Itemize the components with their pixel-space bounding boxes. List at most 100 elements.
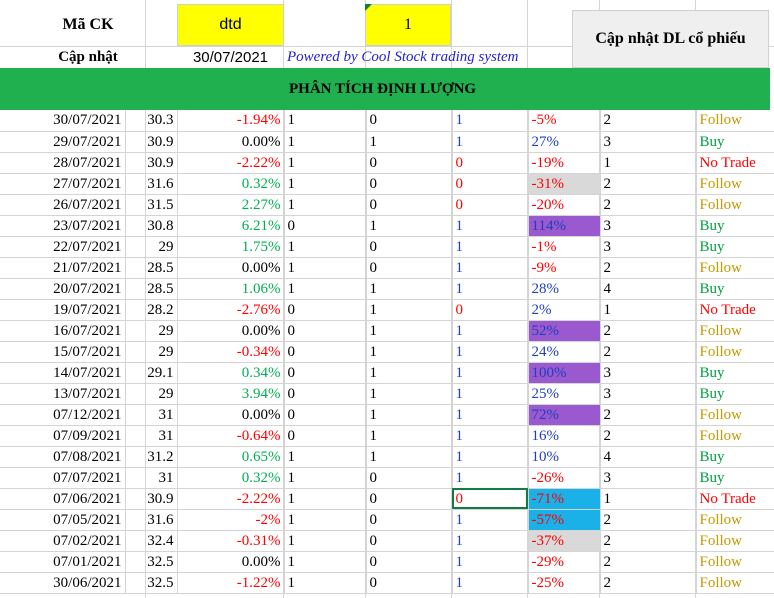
flag-c-cell[interactable]: 1 <box>452 509 529 531</box>
flag-b-cell[interactable]: 0 <box>366 530 453 552</box>
change-cell[interactable]: 0.65% <box>177 446 285 468</box>
date-cell[interactable]: 30/07/2021 <box>0 110 126 132</box>
flag-b-cell[interactable]: 1 <box>366 362 453 384</box>
signal-cell[interactable]: No Trade <box>696 152 774 174</box>
flag-b-cell[interactable]: 1 <box>366 341 453 363</box>
price-cell[interactable]: 30.9 <box>125 131 178 153</box>
pct-cell[interactable]: -29% <box>528 551 601 573</box>
change-cell[interactable]: 0.32% <box>177 467 285 489</box>
date-cell[interactable]: 07/12/2021 <box>0 404 126 426</box>
price-cell[interactable]: 32.5 <box>125 572 178 594</box>
price-cell[interactable]: 31.5 <box>125 194 178 216</box>
price-cell[interactable]: 32.4 <box>125 530 178 552</box>
flag-b-cell[interactable]: 1 <box>366 320 453 342</box>
flag-b-cell[interactable]: 0 <box>366 488 453 510</box>
flag-c-cell[interactable]: 0 <box>452 488 529 510</box>
signal-cell[interactable]: Follow <box>696 194 774 216</box>
change-cell[interactable]: 0.00% <box>177 551 285 573</box>
change-cell[interactable]: -1.94% <box>177 110 285 132</box>
change-cell[interactable]: 3.94% <box>177 383 285 405</box>
score-cell[interactable]: 1 <box>600 299 697 321</box>
flag-c-cell[interactable]: 1 <box>452 467 529 489</box>
score-cell[interactable]: 3 <box>600 215 697 237</box>
flag-c-cell[interactable]: 1 <box>452 425 529 447</box>
signal-cell[interactable]: Follow <box>696 110 774 132</box>
flag-b-cell[interactable]: 1 <box>366 383 453 405</box>
change-cell[interactable]: -1.22% <box>177 572 285 594</box>
price-cell[interactable]: 30.9 <box>125 152 178 174</box>
signal-cell[interactable]: No Trade <box>696 299 774 321</box>
pct-cell[interactable]: -57% <box>528 509 601 531</box>
change-cell[interactable]: 0.00% <box>177 131 285 153</box>
pct-cell[interactable]: -9% <box>528 257 601 279</box>
change-cell[interactable]: -2.22% <box>177 488 285 510</box>
price-cell[interactable]: 31.6 <box>125 509 178 531</box>
flag-c-cell[interactable]: 1 <box>452 530 529 552</box>
signal-cell[interactable]: Follow <box>696 530 774 552</box>
score-cell[interactable]: 3 <box>600 467 697 489</box>
date-cell[interactable]: 14/07/2021 <box>0 362 126 384</box>
flag-a-cell[interactable]: 1 <box>284 257 367 279</box>
score-cell[interactable]: 1 <box>600 152 697 174</box>
signal-cell[interactable]: Buy <box>696 236 774 258</box>
price-cell[interactable]: 31.6 <box>125 173 178 195</box>
signal-cell[interactable]: Buy <box>696 467 774 489</box>
price-cell[interactable]: 32.5 <box>125 551 178 573</box>
pct-cell[interactable]: 28% <box>528 278 601 300</box>
flag-b-cell[interactable]: 0 <box>366 257 453 279</box>
ma-ck-input[interactable]: dtd <box>177 4 284 46</box>
flag-a-cell[interactable]: 1 <box>284 572 367 594</box>
flag-c-cell[interactable]: 1 <box>452 362 529 384</box>
signal-cell[interactable]: Follow <box>696 320 774 342</box>
pct-cell[interactable]: -19% <box>528 152 601 174</box>
date-cell[interactable]: 07/06/2021 <box>0 488 126 510</box>
flag-c-cell[interactable]: 1 <box>452 131 529 153</box>
change-cell[interactable]: 0.00% <box>177 320 285 342</box>
price-cell[interactable]: 30.3 <box>125 110 178 132</box>
signal-cell[interactable]: Buy <box>696 131 774 153</box>
score-cell[interactable]: 3 <box>600 131 697 153</box>
flag-a-cell[interactable]: 1 <box>284 509 367 531</box>
pct-cell[interactable]: -31% <box>528 173 601 195</box>
price-cell[interactable]: 29 <box>125 236 178 258</box>
signal-cell[interactable]: No Trade <box>696 488 774 510</box>
change-cell[interactable]: 0.32% <box>177 173 285 195</box>
signal-cell[interactable]: Follow <box>696 404 774 426</box>
score-cell[interactable]: 2 <box>600 509 697 531</box>
change-cell[interactable]: -0.31% <box>177 530 285 552</box>
flag-c-cell[interactable]: 1 <box>452 278 529 300</box>
pct-cell[interactable]: 10% <box>528 446 601 468</box>
score-cell[interactable]: 2 <box>600 404 697 426</box>
date-cell[interactable]: 21/07/2021 <box>0 257 126 279</box>
change-cell[interactable]: 2.27% <box>177 194 285 216</box>
flag-a-cell[interactable]: 1 <box>284 467 367 489</box>
change-cell[interactable]: -2% <box>177 509 285 531</box>
date-cell[interactable]: 15/07/2021 <box>0 341 126 363</box>
score-cell[interactable]: 3 <box>600 362 697 384</box>
flag-a-cell[interactable]: 1 <box>284 152 367 174</box>
signal-cell[interactable]: Follow <box>696 173 774 195</box>
flag-a-cell[interactable]: 0 <box>284 299 367 321</box>
score-cell[interactable]: 4 <box>600 446 697 468</box>
signal-cell[interactable]: Follow <box>696 572 774 594</box>
signal-cell[interactable]: Follow <box>696 257 774 279</box>
change-cell[interactable]: 6.21% <box>177 215 285 237</box>
price-cell[interactable]: 29 <box>125 320 178 342</box>
flag-a-cell[interactable]: 1 <box>284 488 367 510</box>
flag-c-cell[interactable]: 0 <box>452 152 529 174</box>
flag-a-cell[interactable]: 0 <box>284 362 367 384</box>
date-cell[interactable]: 22/07/2021 <box>0 236 126 258</box>
flag-b-cell[interactable]: 0 <box>366 467 453 489</box>
pct-cell[interactable]: 27% <box>528 131 601 153</box>
date-cell[interactable]: 07/09/2021 <box>0 425 126 447</box>
score-cell[interactable]: 3 <box>600 236 697 258</box>
date-cell[interactable]: 27/07/2021 <box>0 173 126 195</box>
flag-b-cell[interactable]: 0 <box>366 509 453 531</box>
flag-c-cell[interactable]: 0 <box>452 173 529 195</box>
signal-cell[interactable]: Follow <box>696 341 774 363</box>
flag-c-cell[interactable]: 0 <box>452 299 529 321</box>
flag-c-cell[interactable]: 1 <box>452 341 529 363</box>
price-cell[interactable]: 31.2 <box>125 446 178 468</box>
signal-cell[interactable]: Buy <box>696 383 774 405</box>
date-cell[interactable]: 29/07/2021 <box>0 131 126 153</box>
